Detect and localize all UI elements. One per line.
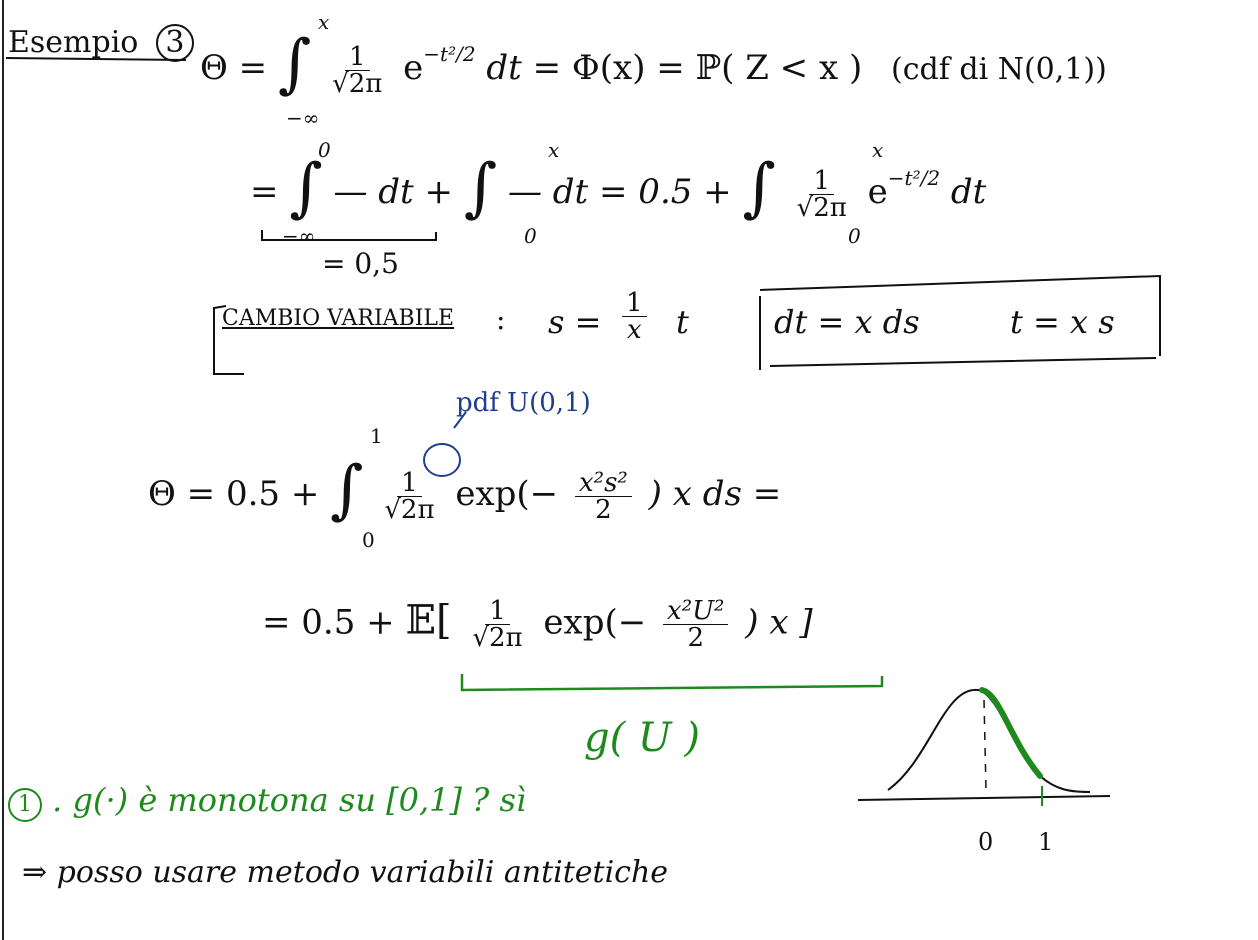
dashed-zero-line: [983, 699, 987, 791]
line2-exp: e: [867, 172, 888, 212]
line2-int2-body: — dt = 0.5 +: [507, 172, 732, 212]
line2-int2-lower: 0: [524, 224, 537, 248]
box-substitution: [759, 274, 1161, 370]
line1-lower-limit: −∞: [286, 106, 320, 130]
line2-int3-sign: ∫: [742, 151, 776, 225]
example-number: 3: [155, 24, 194, 62]
line3-inner-den: 2: [595, 494, 612, 525]
note1-conclusion: ⇒ posso usare metodo variabili antitetic…: [22, 855, 669, 890]
line4-exp: exp(−: [543, 602, 647, 643]
note1-text: . g(·) è monotona su [0,1] ? sì: [52, 781, 527, 819]
line2-fraction: 1 √2π: [793, 168, 851, 221]
change-var-colon: :: [496, 303, 506, 336]
g-of-u-label: g( U ): [584, 715, 700, 761]
change-var-frac: 1 x: [622, 290, 647, 343]
sketch-tick-0: 0: [978, 828, 994, 856]
line2-eq: =: [250, 172, 279, 212]
line4-frac-num: 1: [485, 598, 510, 625]
line3-formula: Θ = 0.5 + ∫ 1 √2π exp(− x²s² 2 ) x ds =: [148, 452, 781, 523]
bracket-change-var: [213, 305, 244, 375]
line2-int3-upper: x: [872, 138, 884, 162]
line2-int1-sign: ∫: [289, 151, 323, 225]
normal-curve: [887, 688, 1091, 793]
change-var-s-def: s =: [548, 303, 602, 341]
brace-value: = 0,5: [322, 247, 399, 280]
box-dt-eq: dt = x ds: [774, 303, 920, 341]
line3-inner-fraction: x²s² 2: [574, 470, 632, 525]
line3-frac-num: 1: [397, 470, 422, 497]
circle-around-one: [423, 443, 461, 477]
line3-lower-limit: 0: [362, 528, 375, 552]
line3-theta: Θ = 0.5 +: [148, 474, 320, 514]
sketch-x-axis: [857, 795, 1111, 801]
line2-int2-upper: x: [548, 138, 560, 162]
line2-dt: dt: [950, 172, 987, 212]
pointer-to-pdf-note: [453, 411, 467, 429]
line4-inner-num: x²U²: [663, 598, 729, 625]
heading-text: Esempio: [8, 25, 139, 60]
line3-integral-sign: ∫: [330, 453, 364, 527]
note1-number: 1: [8, 788, 42, 822]
line4-fraction: 1 √2π: [468, 598, 526, 651]
line4-expectation: 𝔼[: [405, 597, 452, 644]
line1-frac-num: 1: [344, 44, 370, 71]
line4-eq: = 0.5 +: [262, 602, 395, 643]
line3-upper-limit: 1: [370, 424, 383, 448]
page-left-border: [2, 0, 4, 940]
line3-exp: exp(−: [455, 474, 559, 514]
line1-fraction: 1 √2π: [328, 44, 386, 97]
line4-tail: ) x ]: [745, 602, 813, 643]
change-var-frac-num: 1: [622, 290, 647, 317]
line2-frac-den: √2π: [796, 192, 847, 223]
line3-tail: ) x ds =: [648, 474, 782, 514]
line2-frac-num: 1: [809, 168, 835, 195]
line1-theta: Θ =: [200, 48, 268, 88]
line2-formula: = ∫ — dt + ∫ — dt = 0.5 + ∫ 1 √2π e−t²/2…: [250, 150, 986, 221]
heading: Esempio 3: [8, 24, 194, 62]
line2-int3-lower: 0: [848, 224, 861, 248]
line1-formula: Θ = ∫ 1 √2π e−t²/2 dt = Φ(x) = ℙ( Z < x …: [200, 26, 1107, 97]
line4-formula: = 0.5 + 𝔼[ 1 √2π exp(− x²U² 2 ) x ]: [262, 598, 813, 651]
change-var-frac-den: x: [626, 315, 642, 345]
green-highlight-curve: [979, 687, 1043, 779]
line3-fraction: 1 √2π: [380, 470, 438, 523]
line1-frac-den: √2π: [332, 68, 383, 99]
line2-int1-upper: 0: [318, 138, 331, 162]
change-var-t: t: [676, 303, 689, 341]
line2-int2-sign: ∫: [463, 151, 498, 225]
green-brace-g: [460, 674, 884, 692]
line1-exponent: −t²/2: [423, 42, 476, 66]
line4-inner-den: 2: [687, 623, 705, 653]
line1-dt: dt: [486, 48, 522, 88]
sketch-tick-1: 1: [1038, 828, 1054, 856]
line3-inner-num: x²s²: [574, 470, 632, 497]
note1: 1 . g(·) è monotona su [0,1] ? sì: [8, 784, 526, 822]
brace-under-first-integral: [261, 230, 437, 241]
line3-frac-den: √2π: [384, 494, 435, 525]
line1-integral-sign: ∫: [277, 27, 312, 101]
heading-underline: [5, 57, 187, 61]
pdf-note: pdf U(0,1): [456, 388, 591, 418]
line4-frac-den: √2π: [472, 623, 523, 653]
line1-phi: = Φ(x) = ℙ( Z < x ): [532, 48, 863, 88]
line2-int1-body: — dt +: [333, 172, 453, 212]
line1-cdf-note: (cdf di N(0,1)): [891, 52, 1107, 87]
change-var-fraction: 1 x: [616, 290, 653, 343]
line1-upper-limit: x: [318, 10, 330, 34]
box-t-eq: t = x s: [1010, 303, 1115, 341]
line4-inner-fraction: x²U² 2: [663, 598, 729, 653]
line1-exp: e: [403, 48, 424, 88]
change-var-label: CAMBIO VARIABILE: [222, 306, 455, 331]
line2-exponent: −t²/2: [887, 166, 941, 190]
line2-int1-lower: −∞: [282, 224, 316, 248]
